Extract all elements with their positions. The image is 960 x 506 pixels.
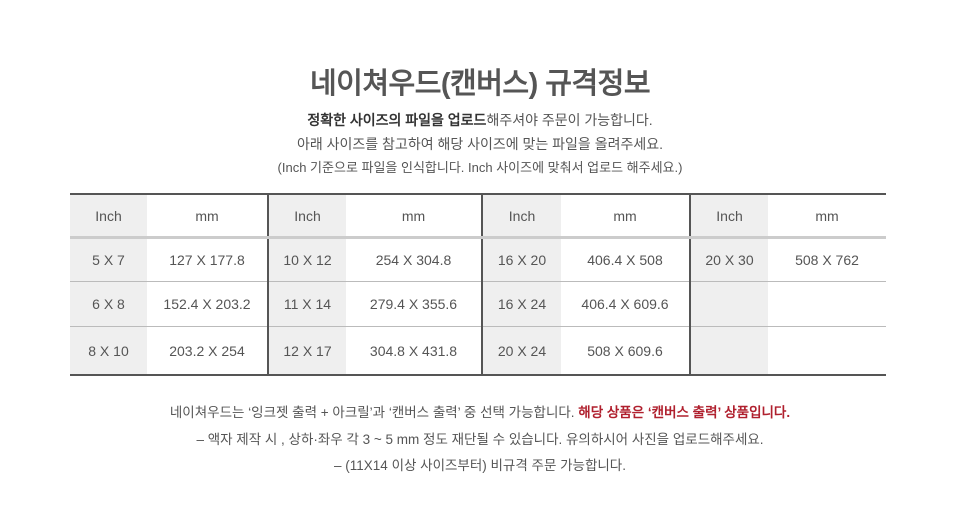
note-line-2: – 액자 제작 시 , 상하·좌우 각 3 ~ 5 mm 정도 재단될 수 있습… [196, 432, 764, 447]
inch-cell: 8 X 10 [70, 326, 147, 375]
table-row: 5 X 7 127 X 177.8 10 X 12 254 X 304.8 16 X 2… [70, 237, 886, 282]
inch-cell: Inch [481, 194, 561, 239]
intro-line-2: 아래 사이즈를 참고하여 해당 사이즈에 맞는 파일을 올려주세요. [297, 136, 663, 152]
mm-cell: mm [346, 194, 482, 239]
note-line-1: 네이쳐우드는 ‘잉크젯 출력 + 아크릴’과 ‘캔버스 출력’ 중 선택 가능합… [0, 401, 960, 421]
inch-cell: 12 X 17 [267, 326, 346, 375]
table-row: 6 X 8 152.4 X 203.2 11 X 14 279.4 X 355.6 16… [70, 281, 886, 327]
mm-cell: 127 X 177.8 [147, 237, 268, 282]
inch-cell: 5 X 7 [70, 237, 147, 282]
mm-cell: 508 X 762 [768, 237, 886, 282]
intro-bold: 정확한 사이즈의 파일을 업로드 [307, 112, 487, 128]
table-row: 8 X 10 203.2 X 254 12 X 17 304.8 X 431.8 20 … [70, 326, 886, 376]
mm-cell [768, 327, 886, 376]
table-header-row: Inch mm Inch mm Inch mm Inch mm [70, 194, 886, 239]
mm-cell: mm [768, 194, 886, 239]
mm-cell: 406.4 X 508 [561, 237, 690, 282]
mm-cell [768, 281, 886, 327]
intro-rest: 해주셔야 주문이 가능합니다. [486, 112, 653, 128]
inch-cell: 20 X 24 [481, 326, 561, 375]
note-line-3: – (11X14 이상 사이즈부터) 비규격 주문 가능합니다. [334, 458, 626, 473]
inch-cell: Inch [267, 194, 346, 239]
mm-cell: 203.2 X 254 [169, 342, 245, 359]
mm-cell: 279.4 X 355.6 [346, 281, 482, 327]
inch-cell: 16 X 24 [481, 281, 561, 327]
note-highlight: 해당 상품은 ‘캔버스 출력’ 상품입니다. [578, 405, 791, 420]
mm-cell: 152.4 X 203.2 [147, 281, 268, 327]
mm-cell: 304.8 X 431.8 [369, 342, 458, 359]
inch-cell: 16 X 20 [481, 237, 561, 282]
mm-cell: 508 X 609.6 [587, 342, 663, 359]
inch-cell: Inch [70, 194, 147, 239]
intro-line-3: (Inch 기준으로 파일을 인식합니다. Inch 사이즈에 맞춰서 업로드 … [277, 160, 683, 175]
mm-cell: 254 X 304.8 [346, 237, 482, 282]
inch-cell: 6 X 8 [70, 281, 147, 327]
inch-cell: 10 X 12 [267, 237, 346, 282]
intro-line-1: 정확한 사이즈의 파일을 업로드해주셔야 주문이 가능합니다. [0, 110, 960, 130]
page-title: 네이쳐우드(캔버스) 규격정보 [309, 68, 651, 100]
note-plain: 네이쳐우드는 ‘잉크젯 출력 + 아크릴’과 ‘캔버스 출력’ 중 선택 가능합… [169, 405, 579, 420]
inch-cell: Inch [689, 194, 768, 239]
mm-cell: 406.4 X 609.6 [561, 281, 690, 327]
size-table: Inch mm Inch mm Inch mm Inch mm 5 X 7 127 X 177.8… [70, 193, 886, 376]
mm-cell: mm [147, 194, 268, 239]
inch-cell: 11 X 14 [267, 281, 346, 327]
inch-cell [689, 326, 768, 375]
inch-cell: 20 X 30 [689, 237, 768, 282]
mm-cell: mm [561, 194, 690, 239]
inch-cell [689, 281, 768, 327]
